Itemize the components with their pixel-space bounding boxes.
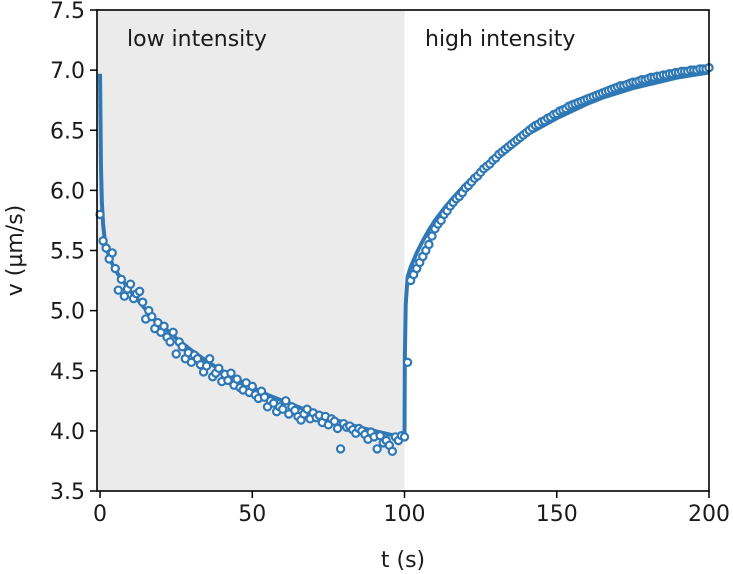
data-point	[165, 337, 175, 347]
y-axis: 3.5 4.0 4.5 5.0 5.5 6.0 6.5 7.0 7.5	[50, 0, 97, 505]
x-tick-label: 150	[536, 502, 578, 527]
region-label-high-intensity: high intensity	[425, 27, 575, 52]
y-tick-label: 4.0	[50, 420, 85, 445]
x-tick-label: 50	[238, 502, 266, 527]
y-tick-label: 7.0	[50, 59, 85, 84]
y-axis-label: v (µm/s)	[3, 205, 28, 296]
data-point	[387, 446, 398, 457]
y-tick-label: 3.5	[50, 480, 85, 505]
data-point	[98, 236, 108, 246]
data-point	[134, 286, 145, 297]
data-point	[281, 396, 291, 406]
y-tick-label: 6.5	[50, 119, 85, 144]
y-tick-label: 4.5	[50, 360, 85, 385]
y-tick-label: 6.0	[50, 179, 85, 204]
data-points-layer	[95, 63, 714, 457]
data-point	[137, 297, 148, 307]
x-tick-label: 0	[93, 502, 107, 527]
x-axis-label: t (s)	[381, 548, 425, 573]
data-point	[223, 375, 233, 386]
data-point	[424, 239, 434, 250]
x-axis: 0 50 100 150 200	[93, 491, 730, 527]
data-point	[147, 311, 157, 322]
data-point	[101, 243, 111, 253]
low-intensity-shaded-region	[97, 10, 405, 491]
data-point	[214, 363, 224, 374]
data-point	[226, 368, 236, 378]
data-point	[332, 423, 343, 434]
data-point	[177, 342, 187, 352]
data-point	[125, 279, 136, 289]
data-point	[204, 354, 215, 364]
data-point	[335, 444, 346, 454]
data-point	[402, 357, 413, 368]
data-point	[201, 361, 212, 371]
data-point	[171, 349, 181, 359]
data-point	[278, 404, 288, 414]
y-tick-label: 5.0	[50, 300, 85, 325]
x-tick-label: 200	[688, 502, 730, 527]
y-tick-label: 7.5	[50, 0, 85, 24]
region-label-low-intensity: low intensity	[127, 27, 267, 52]
data-point	[372, 444, 382, 454]
fit-line	[98, 70, 710, 441]
data-point	[427, 231, 437, 241]
data-point	[159, 321, 169, 331]
data-point	[113, 285, 124, 295]
data-point	[116, 274, 127, 285]
data-point	[110, 263, 120, 274]
data-point	[375, 430, 385, 441]
plot-area: low intensity high intensity	[95, 9, 714, 492]
x-tick-label: 100	[384, 502, 426, 527]
data-point	[247, 381, 257, 392]
data-point	[107, 248, 117, 258]
y-tick-label: 5.5	[50, 240, 85, 265]
data-point	[168, 327, 178, 337]
data-point	[399, 432, 410, 442]
data-point	[232, 374, 242, 384]
data-point	[329, 416, 340, 426]
fit-line-layer	[98, 70, 710, 441]
data-point	[119, 291, 130, 301]
